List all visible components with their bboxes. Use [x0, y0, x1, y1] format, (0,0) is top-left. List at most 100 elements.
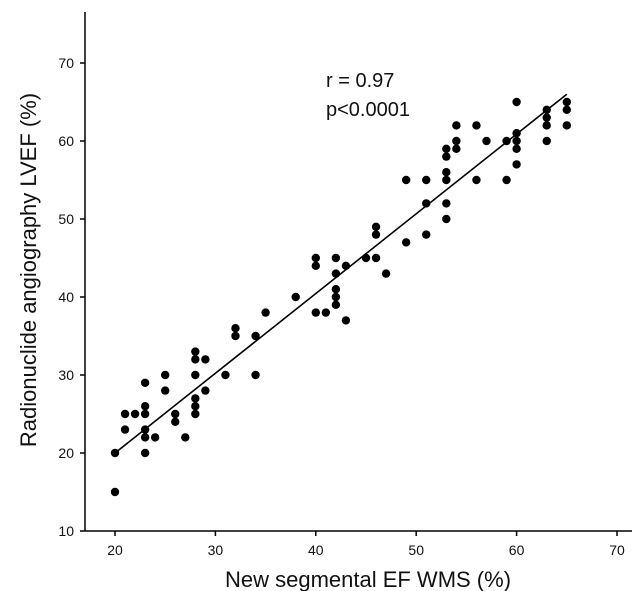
- x-tick-label: 60: [509, 542, 525, 558]
- data-point: [331, 269, 341, 278]
- data-point: [562, 105, 571, 115]
- data-point: [331, 285, 341, 294]
- data-point: [311, 253, 320, 263]
- data-point: [341, 261, 351, 270]
- y-tick-label: 40: [58, 289, 74, 305]
- data-point: [472, 121, 481, 130]
- data-point: [371, 253, 381, 263]
- data-point: [130, 409, 140, 419]
- y-tick-label: 60: [58, 133, 74, 149]
- data-point: [502, 136, 511, 146]
- data-point: [401, 175, 411, 185]
- x-tick-label: 40: [308, 542, 324, 558]
- data-point: [371, 222, 381, 231]
- data-point: [542, 113, 551, 122]
- data-points: [110, 97, 571, 497]
- data-point: [482, 136, 491, 146]
- x-tick-label: 50: [408, 542, 424, 558]
- data-point: [381, 269, 391, 278]
- data-point: [261, 308, 270, 317]
- data-point: [161, 386, 170, 395]
- data-point: [251, 370, 260, 380]
- data-point: [191, 347, 200, 356]
- annotation-p: p<0.0001: [326, 99, 410, 121]
- y-tick-label: 10: [58, 523, 74, 539]
- x-tick-label: 20: [107, 542, 123, 558]
- data-point: [191, 370, 200, 380]
- data-point: [291, 292, 300, 302]
- data-point: [331, 300, 341, 309]
- y-tick-label: 50: [58, 211, 74, 227]
- data-point: [512, 136, 521, 146]
- data-point: [512, 144, 521, 153]
- data-point: [442, 144, 451, 153]
- data-point: [472, 175, 481, 185]
- data-point: [331, 292, 341, 302]
- data-point: [191, 402, 200, 411]
- data-point: [512, 129, 521, 138]
- data-point: [542, 136, 551, 146]
- data-point: [221, 370, 230, 380]
- data-point: [251, 331, 260, 341]
- data-point: [542, 105, 551, 115]
- data-point: [231, 324, 240, 333]
- data-point: [311, 261, 320, 270]
- data-point: [512, 160, 521, 169]
- data-point: [442, 199, 451, 208]
- data-point: [361, 253, 371, 263]
- data-point: [562, 121, 571, 130]
- annotation-r: r = 0.97: [326, 70, 394, 92]
- x-axis-title: New segmental EF WMS (%): [225, 567, 511, 591]
- data-point: [110, 448, 120, 458]
- data-point: [422, 199, 431, 208]
- data-point: [110, 487, 120, 497]
- x-ticks: 20 30 40 50 60 70: [107, 531, 625, 558]
- data-point: [181, 433, 190, 442]
- x-tick-label: 30: [208, 542, 224, 558]
- data-point: [120, 425, 130, 434]
- data-point: [150, 433, 160, 442]
- data-point: [442, 152, 451, 161]
- data-point: [140, 402, 150, 411]
- data-point: [191, 394, 200, 403]
- data-point: [442, 175, 451, 185]
- data-point: [171, 417, 180, 426]
- data-point: [201, 355, 210, 364]
- data-point: [171, 409, 180, 419]
- data-point: [442, 168, 451, 177]
- data-point: [401, 238, 411, 247]
- data-point: [191, 355, 200, 364]
- data-point: [371, 230, 381, 239]
- data-point: [321, 308, 331, 317]
- data-point: [140, 378, 150, 387]
- data-point: [341, 316, 351, 325]
- data-point: [140, 448, 150, 458]
- y-tick-label: 20: [58, 445, 74, 461]
- axes: [84, 12, 632, 532]
- data-point: [452, 121, 461, 130]
- data-point: [161, 370, 170, 380]
- data-point: [140, 409, 150, 419]
- data-point: [140, 433, 150, 442]
- data-point: [452, 136, 461, 146]
- data-point: [542, 121, 551, 130]
- data-point: [422, 230, 431, 239]
- regression-line-group: [114, 93, 568, 454]
- data-point: [512, 97, 521, 107]
- regression-line: [114, 93, 568, 454]
- x-tick-label: 70: [609, 542, 625, 558]
- data-point: [422, 175, 431, 185]
- data-point: [502, 175, 511, 185]
- y-tick-label: 30: [58, 367, 74, 383]
- y-tick-label: 70: [58, 55, 74, 71]
- data-point: [452, 144, 461, 153]
- data-point: [120, 409, 130, 419]
- data-point: [442, 214, 451, 224]
- data-point: [140, 425, 150, 434]
- y-ticks: 10 20 30 40 50 60 70: [58, 55, 85, 539]
- data-point: [311, 308, 320, 317]
- data-point: [562, 97, 571, 107]
- data-point: [201, 386, 210, 395]
- data-point: [191, 409, 200, 419]
